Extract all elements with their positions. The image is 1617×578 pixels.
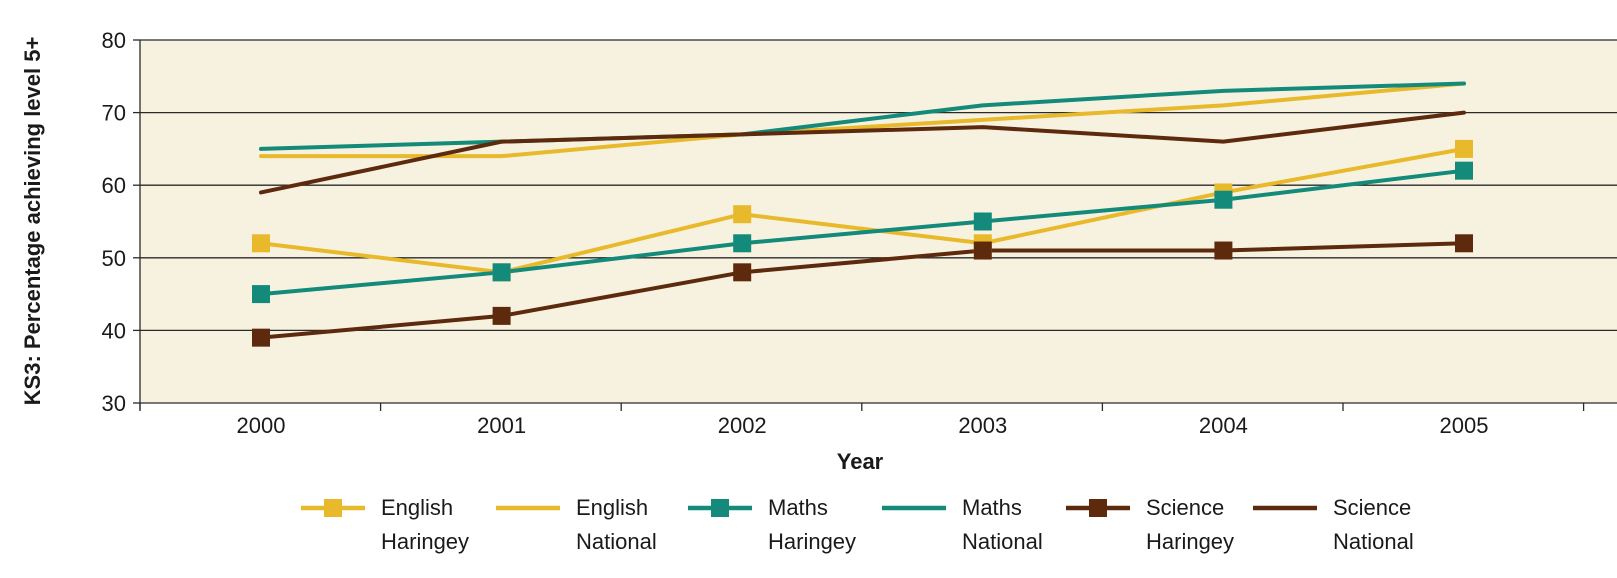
data-point-science-haringey — [252, 328, 270, 347]
legend-label: Haringey — [768, 529, 856, 554]
legend-label: National — [962, 529, 1043, 554]
x-tick-label: 2001 — [477, 413, 526, 438]
x-tick-label: 2004 — [1199, 413, 1248, 438]
x-tick-label: 2003 — [958, 413, 1007, 438]
y-tick-label: 50 — [102, 246, 126, 271]
data-point-science-haringey — [492, 306, 511, 325]
legend-label: Science — [1333, 495, 1411, 520]
series-line-science-haringey — [259, 241, 1466, 340]
legend-swatch-marker — [324, 499, 342, 517]
data-point-science-haringey — [973, 241, 992, 260]
data-point-maths-haringey — [733, 234, 752, 253]
y-tick-label: 60 — [102, 173, 126, 198]
legend-label: Maths — [962, 495, 1022, 520]
data-point-maths-haringey — [1214, 190, 1233, 209]
axes: 30 40 50 60 70 80 2000 2001 2002 2003 2004 2005 — [102, 28, 1617, 438]
data-point-science-haringey — [1214, 241, 1233, 260]
series-line-english-national — [259, 81, 1466, 159]
data-point-maths-haringey — [973, 212, 992, 231]
legend-item-english-haringey: English Haringey — [301, 495, 469, 554]
legend-label: Haringey — [381, 529, 469, 554]
y-axis-title: KS3: Percentage achieving level 5+ — [20, 37, 45, 406]
legend-label: English — [381, 495, 453, 520]
legend-item-science-national: Science National — [1253, 495, 1414, 554]
y-tick-label: 80 — [102, 28, 126, 53]
legend-label: Maths — [768, 495, 828, 520]
series-line-science-national — [259, 110, 1466, 195]
data-point-english-haringey — [1455, 139, 1473, 158]
legend-swatch-marker — [1089, 499, 1107, 517]
data-point-maths-haringey — [252, 285, 270, 304]
legend-item-maths-haringey: Maths Haringey — [688, 495, 856, 554]
series-line-maths-national — [259, 81, 1466, 151]
series-markers — [252, 139, 1473, 347]
x-tick-label: 2002 — [718, 413, 767, 438]
legend-label: Science — [1146, 495, 1224, 520]
data-point-maths-haringey — [1455, 161, 1473, 180]
y-tick-label: 40 — [102, 318, 126, 343]
legend-item-science-haringey: Science Haringey — [1066, 495, 1234, 554]
data-point-science-haringey — [1455, 234, 1473, 253]
data-point-english-haringey — [733, 205, 752, 224]
x-tick-label: 2000 — [237, 413, 286, 438]
plot-area — [140, 40, 1617, 403]
legend-label: National — [1333, 529, 1414, 554]
legend-label: National — [576, 529, 657, 554]
series-line-maths-haringey — [259, 168, 1466, 297]
series-lines — [259, 81, 1466, 340]
legend-label: English — [576, 495, 648, 520]
x-axis-title: Year — [837, 449, 884, 474]
data-point-maths-haringey — [492, 263, 511, 282]
legend-swatch-marker — [711, 499, 729, 517]
legend-item-english-national: English National — [496, 495, 657, 554]
legend-item-maths-national: Maths National — [882, 495, 1043, 554]
data-point-english-haringey — [252, 234, 270, 253]
legend-label: Haringey — [1146, 529, 1234, 554]
series-line-english-haringey — [259, 146, 1466, 275]
legend: English Haringey English National Maths Harin… — [301, 495, 1414, 554]
y-tick-label: 70 — [102, 101, 126, 126]
y-tick-label: 30 — [102, 391, 126, 416]
data-point-science-haringey — [733, 263, 752, 282]
x-tick-label: 2005 — [1440, 413, 1489, 438]
